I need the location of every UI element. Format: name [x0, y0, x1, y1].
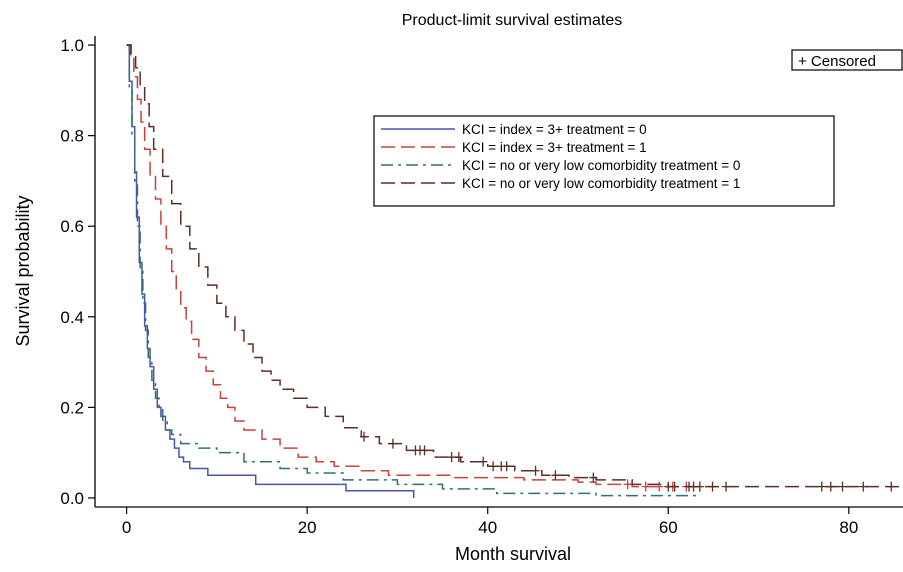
series-line-3 — [126, 44, 700, 497]
censor-mark — [531, 465, 540, 476]
series-line-2 — [126, 44, 691, 488]
censor-mark — [360, 431, 369, 442]
censor-mark — [489, 461, 498, 472]
censor-mark — [502, 461, 511, 472]
censor-mark — [695, 481, 704, 492]
x-tick-label: 20 — [298, 518, 317, 537]
y-axis-title: Survival probability — [13, 195, 33, 346]
censor-mark — [670, 481, 679, 492]
y-tick-label: 0.6 — [60, 217, 84, 236]
legend-label: KCI = index = 3+ treatment = 0 — [462, 122, 647, 137]
x-axis-title: Month survival — [455, 544, 571, 564]
censor-mark — [655, 481, 664, 492]
series-legend-box — [373, 115, 835, 207]
censor-mark — [551, 470, 560, 481]
censor-mark — [479, 456, 488, 467]
censor-mark — [708, 481, 717, 492]
censor-mark — [722, 481, 731, 492]
censor-mark — [388, 438, 397, 449]
censored-legend-label: + Censored — [798, 53, 876, 70]
censor-mark — [447, 452, 456, 463]
legend-label: KCI = no or very low comorbidity treatme… — [462, 158, 740, 173]
censor-layer — [360, 431, 896, 492]
x-tick-label: 0 — [122, 518, 131, 537]
censor-mark — [623, 479, 632, 490]
censor-mark — [859, 481, 868, 492]
y-tick-label: 1.0 — [60, 36, 84, 55]
censor-mark — [589, 472, 598, 483]
censor-mark — [817, 481, 826, 492]
series-layer — [126, 44, 903, 498]
y-tick-label: 0.8 — [60, 127, 84, 146]
x-tick-label: 80 — [839, 518, 858, 537]
censor-mark — [826, 481, 835, 492]
chart-title: Product-limit survival estimates — [402, 12, 623, 29]
censored-legend: + Censored — [791, 49, 903, 71]
censor-mark — [641, 481, 650, 492]
plot-frame — [94, 36, 903, 508]
legend-label: KCI = index = 3+ treatment = 1 — [462, 140, 647, 155]
censored-legend-box — [791, 49, 903, 71]
censor-mark — [454, 452, 463, 463]
x-tick-label: 60 — [659, 518, 678, 537]
x-tick-label: 40 — [478, 518, 497, 537]
censor-mark — [887, 481, 896, 492]
y-tick-label: 0.2 — [60, 398, 84, 417]
series-line-1 — [126, 44, 415, 498]
censor-mark — [838, 481, 847, 492]
axis-ticks: 0 20 40 60 80 0.0 0.2 0.4 0.6 0.8 1.0 — [60, 36, 858, 537]
series-legend: KCI = index = 3+ treatment = 0 KCI = inde… — [373, 115, 835, 207]
censor-mark — [420, 445, 429, 456]
y-tick-label: 0.0 — [60, 489, 84, 508]
y-tick-label: 0.4 — [60, 308, 84, 327]
legend-label: KCI = no or very low comorbidity treatme… — [462, 176, 740, 191]
